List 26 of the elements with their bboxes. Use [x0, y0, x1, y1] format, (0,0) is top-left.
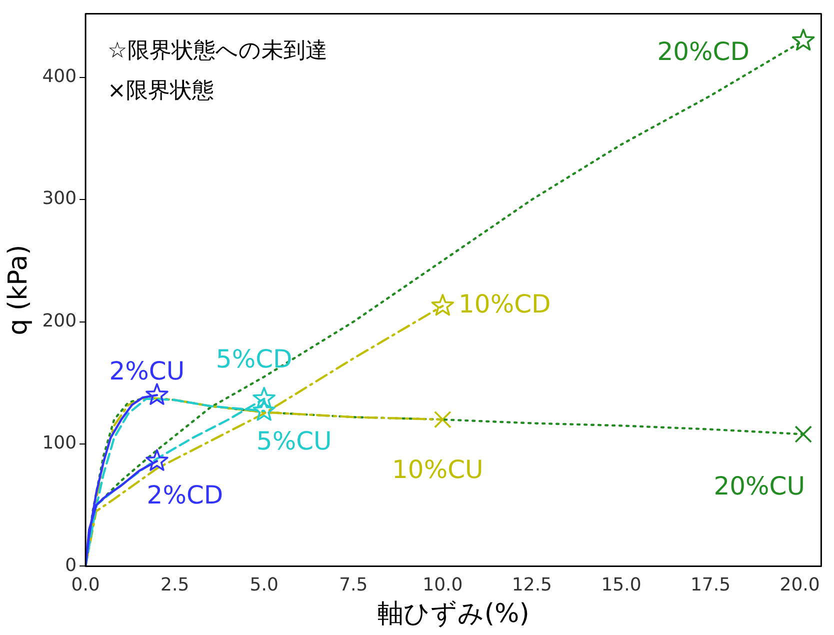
- series-label: 10%CU: [392, 455, 484, 484]
- x-tick-label: 2.5: [160, 574, 190, 596]
- y-tick-label: 0: [65, 554, 77, 576]
- x-tick-label: 12.5: [512, 574, 552, 596]
- series-label: 2%CU: [109, 356, 185, 386]
- series-label: 2%CD: [146, 480, 224, 510]
- y-tick-label: 100: [42, 432, 77, 454]
- y-tick-label: 200: [42, 310, 77, 332]
- annotation: ☆限界状態への未到達: [108, 38, 328, 64]
- x-axis-title: 軸ひずみ(%): [377, 599, 530, 630]
- series-label: 5%CD: [216, 344, 292, 374]
- x-tick-label: 17.5: [690, 574, 731, 596]
- x-tick-label: 5.0: [250, 574, 278, 596]
- x-tick-label: 20.0: [780, 574, 820, 596]
- x-tick-label: 0.0: [71, 574, 100, 596]
- x-tick-label: 7.5: [339, 574, 368, 596]
- series-label: 20%CU: [714, 472, 806, 501]
- series-label: 5%CU: [256, 426, 332, 456]
- series-label: 20%CD: [657, 37, 750, 66]
- series-label: 10%CD: [458, 289, 551, 318]
- y-tick-label: 400: [42, 66, 77, 88]
- y-axis-title: q (kPa): [3, 244, 34, 336]
- annotation: ×限界状態: [108, 78, 214, 104]
- x-tick-label: 10.0: [422, 574, 463, 596]
- x-tick-label: 15.0: [601, 574, 642, 596]
- y-tick-label: 300: [42, 188, 77, 210]
